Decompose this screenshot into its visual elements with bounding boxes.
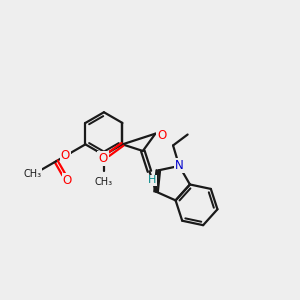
Text: O: O bbox=[63, 174, 72, 187]
Text: CH₃: CH₃ bbox=[95, 177, 113, 187]
Text: O: O bbox=[61, 149, 70, 163]
Text: H: H bbox=[148, 176, 156, 185]
Text: CH₃: CH₃ bbox=[23, 169, 41, 179]
Text: O: O bbox=[98, 152, 108, 165]
Text: O: O bbox=[157, 129, 167, 142]
Text: N: N bbox=[175, 159, 184, 172]
